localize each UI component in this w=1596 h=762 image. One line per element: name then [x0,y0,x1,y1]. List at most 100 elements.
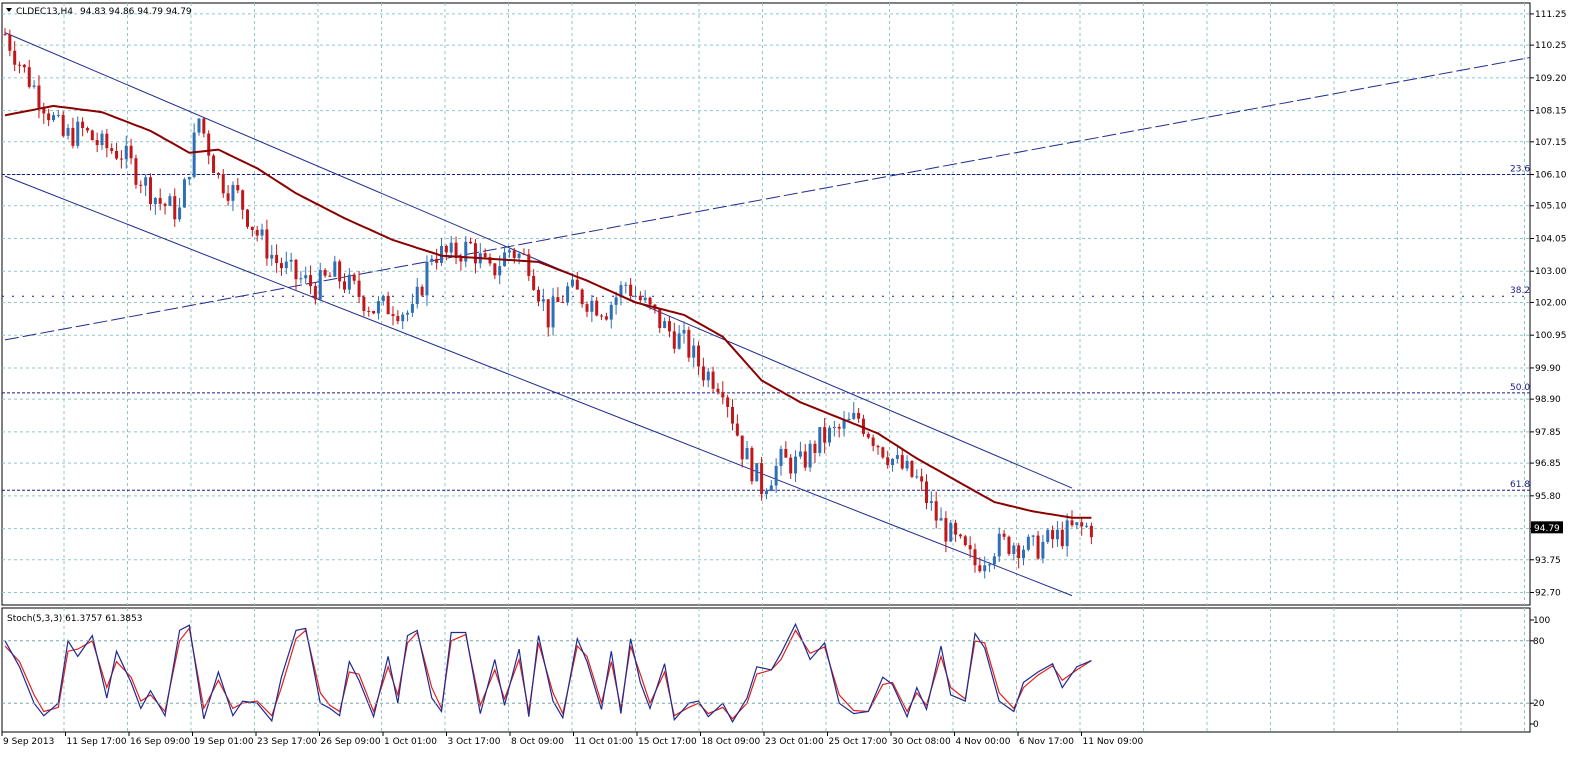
last-price-marker: 94.79 [1531,521,1563,534]
candle-body [1041,541,1045,559]
candle-body [648,297,652,305]
candle-body [279,263,283,269]
candle-body [997,533,1001,557]
dropdown-triangle-icon[interactable] [6,8,12,12]
candle-body [372,311,376,314]
candle-body [1017,545,1021,559]
candle-body [367,310,371,312]
time-tick-label: 4 Nov 00:00 [956,737,1011,747]
time-tick-label: 19 Sep 01:00 [194,737,254,747]
trend-channels [4,32,1531,597]
candle-body [973,549,977,566]
candle-body [105,133,109,149]
candle-body [149,177,152,204]
candle-body [745,448,749,460]
candle-body [731,406,734,424]
candle-body [61,114,65,136]
candle-body [406,312,410,315]
candle-body [124,145,128,160]
price-tick-label: 98.90 [1535,395,1561,405]
candle-body [357,280,361,297]
candle-body [381,295,385,302]
candle-body [818,427,822,453]
time-tick-label: 26 Sep 09:00 [321,737,381,747]
candle-body [905,460,909,469]
candle-body [410,304,414,313]
candle-body [590,300,594,312]
candle-body [813,443,817,453]
candle-body [798,451,802,457]
candle-body [66,127,70,136]
fib-label: 23.6 [1510,165,1530,175]
candle-body [852,412,856,419]
candle-body [857,412,861,419]
candle-body [580,289,584,305]
candle-body [910,460,914,477]
candle-body [861,418,865,434]
candle-body [764,490,768,495]
candle-body [789,457,793,474]
candle-body [231,185,235,201]
price-tick-label: 92.70 [1535,589,1561,599]
main-panel [1,2,1531,606]
candle-body [401,314,405,322]
candle-body [323,269,327,276]
candle-body [706,371,710,381]
candle-body [595,300,599,316]
candle-body [527,254,531,276]
price-tick-label: 109.20 [1535,74,1567,84]
candle-body [871,437,875,446]
candle-body [847,418,851,421]
candle-body [328,275,332,277]
candle-body [32,85,36,87]
stoch-axis: 100 80 20 0 [2,616,1550,730]
candle-body [692,345,696,358]
candle-body [900,455,904,469]
candle-body [823,427,827,443]
stoch-main-line [4,622,1092,724]
price-tick-label: 99.90 [1535,364,1561,374]
candle-body [493,263,497,276]
candle-body [944,518,948,542]
candle-body [541,299,545,302]
candle-body [1089,525,1093,538]
candle-body [1070,520,1074,526]
candle-body [260,229,264,236]
candle-body [347,274,351,290]
price-tick-label: 97.85 [1535,428,1561,438]
time-tick-label: 11 Nov 09:00 [1083,737,1144,747]
time-tick-label: 6 Nov 17:00 [1019,737,1074,747]
candle-body [978,565,982,572]
price-tick-label: 93.75 [1535,556,1561,566]
candle-body [207,133,211,156]
candle-body [333,261,337,277]
candle-body [949,522,953,542]
candle-body [1046,530,1050,542]
candle-body [469,241,473,244]
channel-line [4,175,1073,597]
candle-body [881,447,885,458]
candle-body [289,259,293,262]
candle-body [226,193,230,201]
price-tick-label: 95.80 [1535,492,1561,502]
candle-body [585,304,589,312]
time-tick-label: 3 Oct 17:00 [448,737,501,747]
price-tick-label: 106.10 [1535,171,1567,181]
candle-body [954,522,958,535]
candle-body [362,296,366,311]
candle-body [711,371,715,389]
candle-body [522,253,526,255]
price-tick-label: 107.15 [1535,138,1567,148]
fib-label: 38.2 [1510,286,1530,296]
candle-body [459,257,463,262]
candle-body [153,198,157,204]
candle-body [934,501,938,521]
candle-body [658,309,662,329]
candle-body [634,295,637,297]
candle-body [624,284,628,286]
candle-body [304,275,308,279]
candle-body [929,501,933,504]
time-tick-label: 15 Oct 17:00 [638,737,697,747]
candle-body [250,226,254,230]
candle-body [221,174,225,194]
